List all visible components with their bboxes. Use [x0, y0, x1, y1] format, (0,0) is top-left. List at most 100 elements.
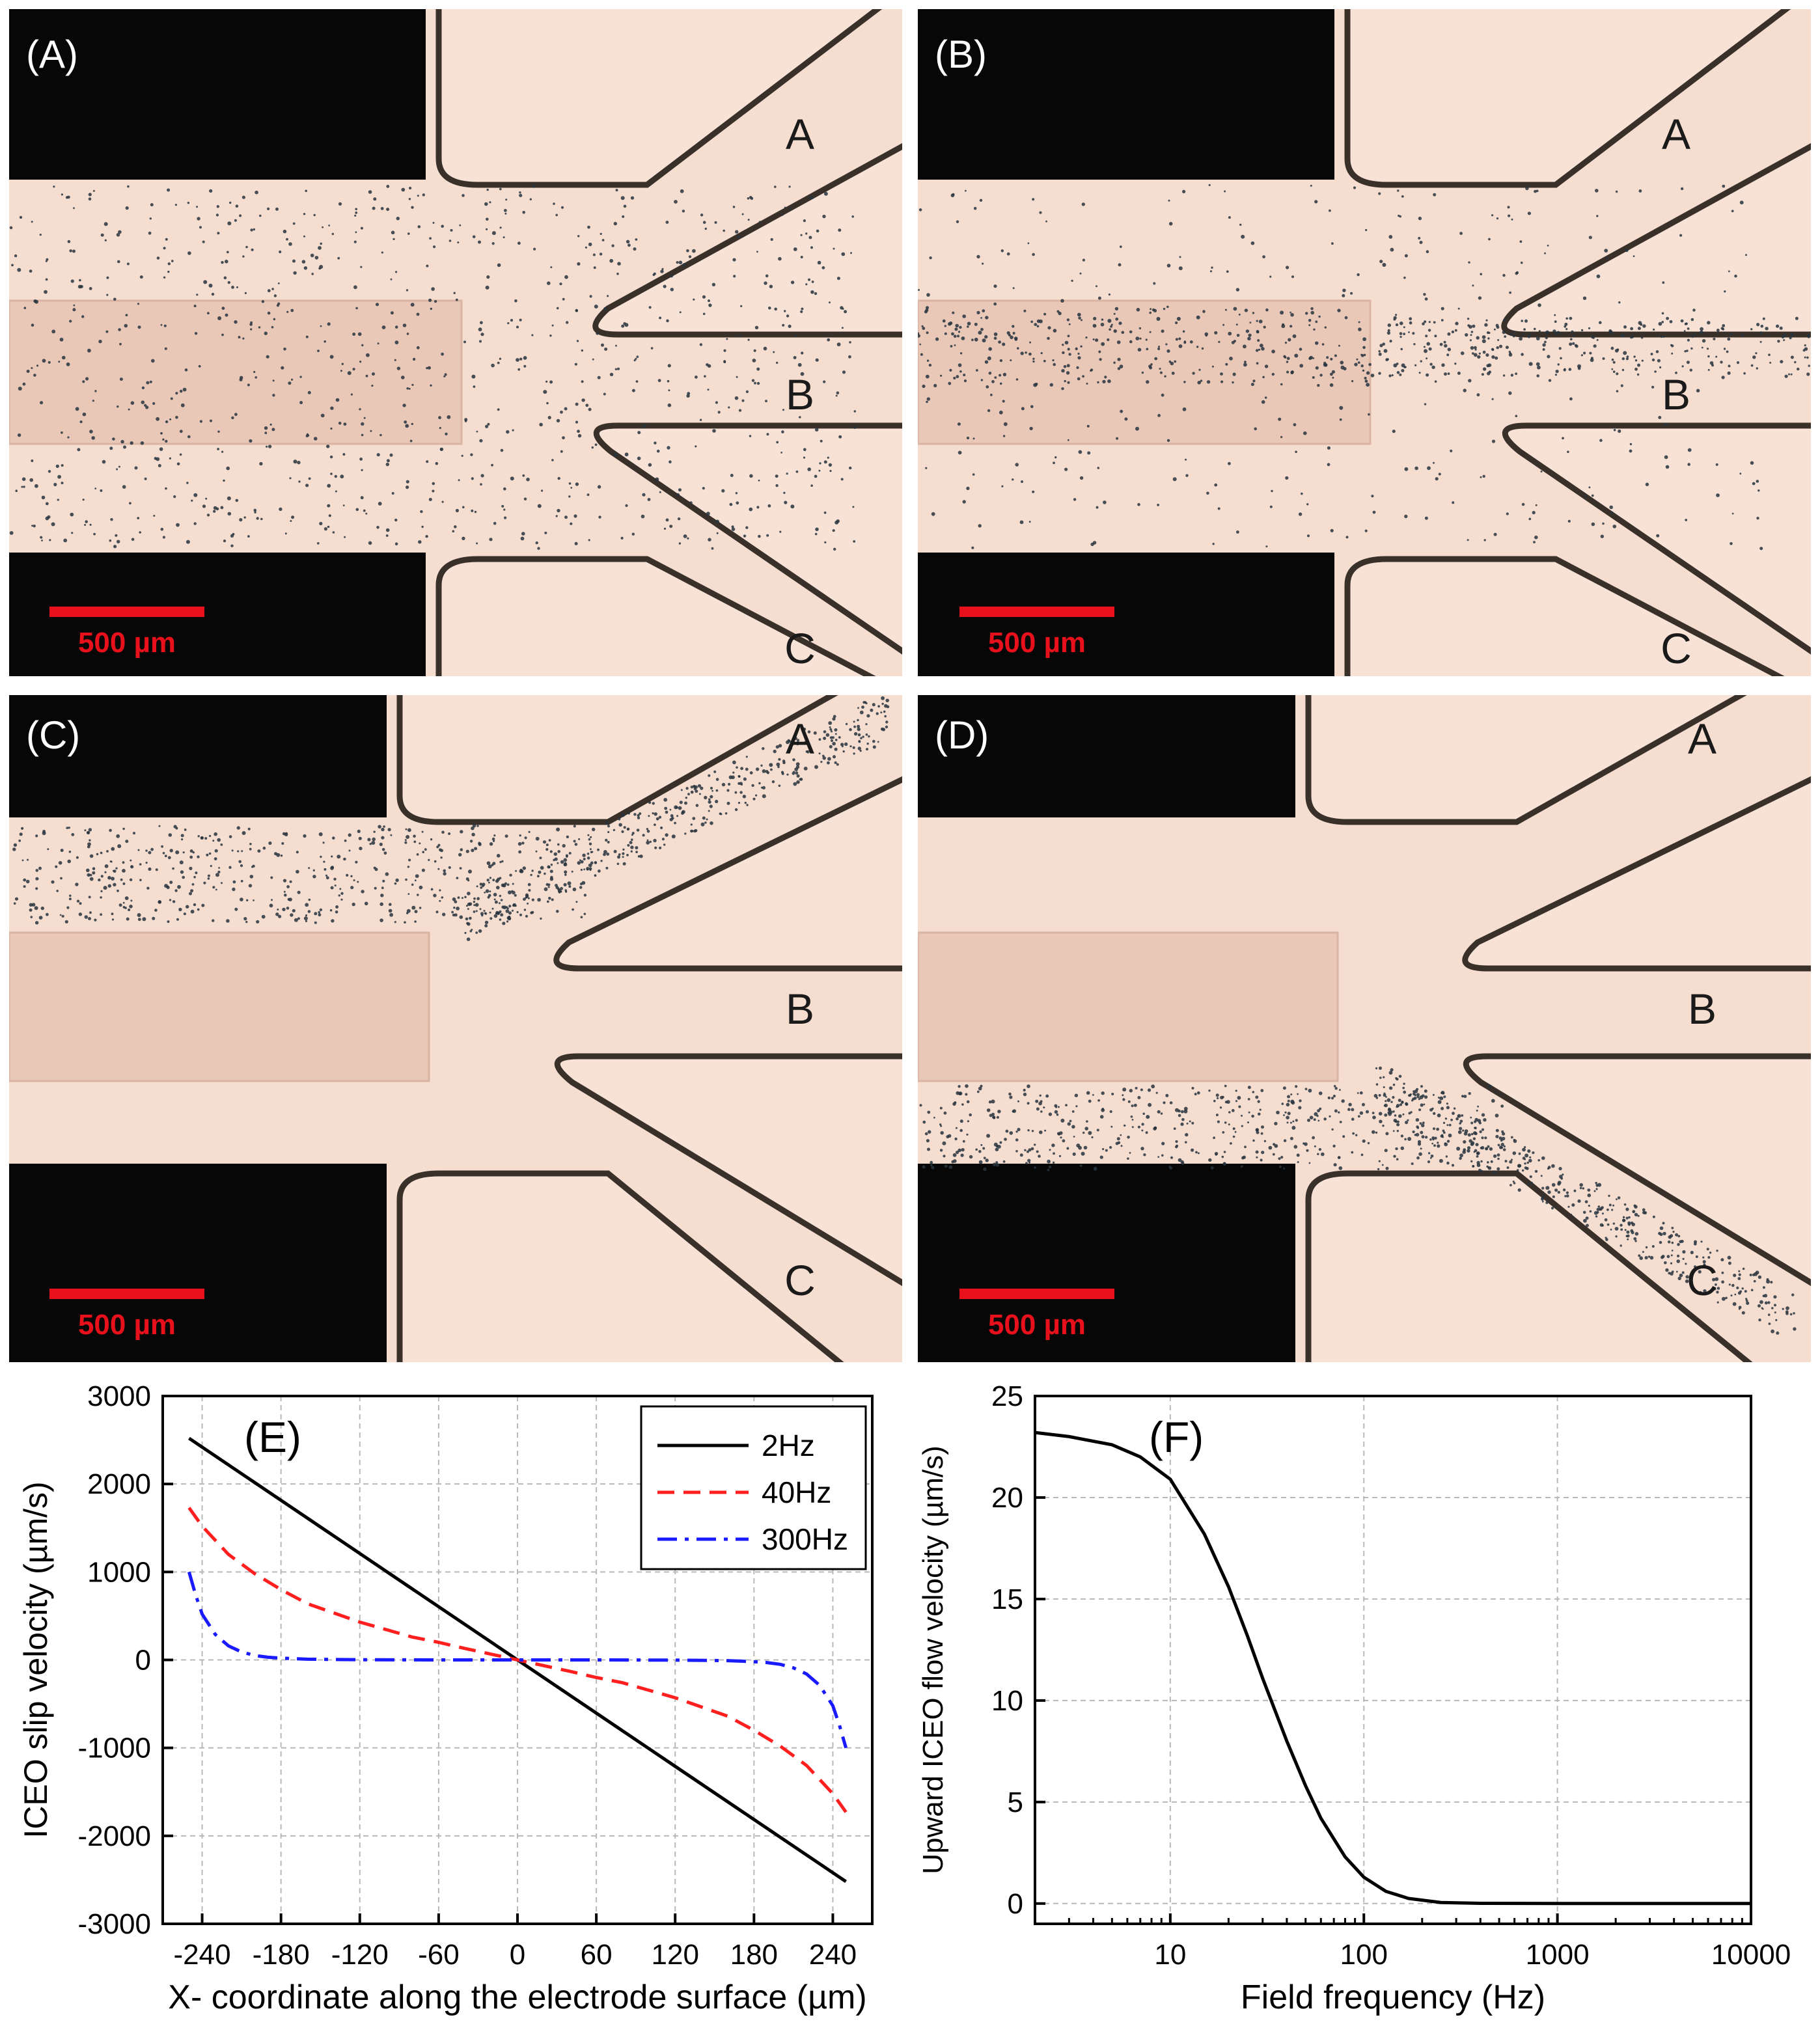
micrograph-background	[9, 695, 902, 1362]
series-line-40hz	[187, 1507, 848, 1813]
scale-bar	[959, 1289, 1114, 1299]
grid	[1035, 1395, 1752, 1924]
upper-chamber-wall	[1305, 695, 1747, 825]
series-line	[1034, 1431, 1751, 1906]
y-tick-label: 25	[991, 1380, 1023, 1412]
x-tick-label: -180	[253, 1939, 310, 1971]
x-tick-label: 60	[581, 1939, 613, 1971]
outlet-c-label: C	[784, 624, 816, 672]
divider-wall-lower	[1463, 1053, 1811, 1287]
floating-electrode	[9, 931, 430, 1082]
chart-f-flow-velocity: 10 100 1000 10000 0 5 10 15 20 25 Field frequency …	[917, 1380, 1791, 2016]
outlet-b-label: B	[786, 985, 814, 1033]
micrograph-panel-a: (A) A B C 500 µm	[9, 9, 902, 676]
particle-cloud	[9, 185, 857, 551]
electrode-upper	[9, 9, 426, 180]
y-tick-label: 10	[991, 1685, 1023, 1717]
x-tick-label: 10000	[1711, 1939, 1791, 1971]
electrode-upper	[9, 695, 387, 817]
micrograph-panel-c: (C) A B C 500 µm	[9, 695, 902, 1362]
micrograph-c-image: (C) A B C 500 µm	[9, 695, 902, 1362]
y-axis-label: ICEO slip velocity (µm/s)	[18, 1481, 54, 1838]
plot-frame	[1034, 1395, 1752, 1925]
scale-bar-label: 500 µm	[78, 1309, 176, 1341]
legend: 2Hz 40Hz 300Hz	[640, 1405, 867, 1570]
divider-wall-lower	[555, 1053, 902, 1287]
particle-cloud	[12, 696, 890, 941]
micrograph-c-label: (C)	[26, 713, 80, 757]
upper-chamber-wall	[396, 695, 838, 825]
outlet-a-label: A	[786, 110, 814, 158]
electrode-lower	[9, 1164, 387, 1362]
y-tick-label: 2000	[87, 1468, 151, 1500]
scale-bar	[959, 607, 1114, 617]
series-group	[187, 1436, 848, 1883]
outlet-b-label: B	[786, 370, 814, 418]
divider-wall-lower	[1502, 422, 1811, 655]
y-tick-label: 15	[991, 1583, 1023, 1615]
grid	[163, 1395, 872, 1924]
x-tick-label: 1000	[1526, 1939, 1590, 1971]
outlet-b-label: B	[1688, 985, 1717, 1033]
y-tick-label: -3000	[77, 1908, 151, 1940]
ticks: -240 -180 -120 -60 0 60 120 180 240 -3000 -2000 -10…	[77, 1380, 857, 1971]
y-axis-label: Upward ICEO flow velocity (µm/s)	[917, 1445, 949, 1874]
outlet-a-label: A	[1688, 715, 1717, 763]
scale-bar-label: 500 µm	[988, 627, 1086, 659]
divider-wall-lower	[594, 422, 902, 655]
electrode-upper	[918, 695, 1295, 817]
y-tick-label: 0	[1008, 1888, 1023, 1920]
lower-chamber-wall	[396, 1170, 844, 1362]
micrograph-d-image: (D) A B C 500 µm	[918, 695, 1811, 1362]
particle-cloud	[919, 1066, 1797, 1335]
x-axis-label: Field frequency (Hz)	[1241, 1978, 1545, 2016]
floating-electrode	[918, 931, 1339, 1082]
scale-bar	[49, 1289, 204, 1299]
floating-electrode	[918, 299, 1372, 445]
outlet-a-label: A	[786, 715, 814, 763]
x-tick-label: 10	[1154, 1939, 1186, 1971]
scale-bar-label: 500 µm	[988, 1309, 1086, 1341]
x-axis-label: X- coordinate along the electrode surfac…	[168, 1978, 866, 2016]
y-tick-label: 20	[991, 1482, 1023, 1514]
divider-wall-upper	[1501, 143, 1811, 338]
lower-chamber-wall	[1344, 556, 1785, 676]
micrograph-panel-d: (D) A B C 500 µm	[918, 695, 1811, 1362]
outlet-a-label: A	[1662, 110, 1690, 158]
legend-entry: 40Hz	[762, 1475, 831, 1509]
x-tick-label: 180	[730, 1939, 778, 1971]
ticks: 10 100 1000 10000 0 5 10 15 20 25	[991, 1380, 1791, 1971]
scale-bar	[49, 607, 204, 617]
x-tick-label: 100	[1340, 1939, 1388, 1971]
y-tick-label: -1000	[77, 1732, 151, 1764]
y-tick-label: 5	[1008, 1786, 1023, 1818]
panel-label: (F)	[1149, 1413, 1204, 1461]
micrograph-a-label: (A)	[26, 33, 78, 76]
electrode-lower	[918, 1164, 1295, 1362]
y-tick-label: 3000	[87, 1380, 151, 1412]
x-tick-label: 120	[652, 1939, 699, 1971]
legend-entry: 300Hz	[762, 1522, 848, 1556]
chart-e-slip-velocity: -240 -180 -120 -60 0 60 120 180 240 -3000 -2000 -10…	[18, 1380, 874, 2016]
micrograph-a-image: (A) A B C 500 µm	[9, 9, 902, 676]
micrograph-d-label: (D)	[935, 713, 989, 757]
micrograph-b-label: (B)	[935, 33, 987, 76]
micrograph-background	[918, 695, 1811, 1362]
micrograph-b-image: (B) A B C 500 µm	[918, 9, 1811, 676]
legend-box	[640, 1405, 867, 1570]
electrode-upper	[918, 9, 1334, 180]
x-tick-label: 0	[510, 1939, 525, 1971]
series-line-300hz	[187, 1571, 848, 1749]
x-tick-label: -60	[418, 1939, 460, 1971]
lower-chamber-wall	[435, 556, 876, 676]
y-tick-label: 1000	[87, 1556, 151, 1588]
y-tick-label: 0	[135, 1645, 151, 1677]
floating-electrode	[9, 299, 463, 445]
legend-entry: 2Hz	[762, 1429, 815, 1462]
outlet-b-label: B	[1662, 370, 1690, 418]
divider-wall-upper	[1462, 776, 1811, 972]
upper-chamber-wall	[1344, 9, 1791, 188]
x-tick-label: -120	[331, 1939, 389, 1971]
particle-cloud	[918, 184, 1811, 551]
upper-chamber-wall	[435, 9, 883, 188]
